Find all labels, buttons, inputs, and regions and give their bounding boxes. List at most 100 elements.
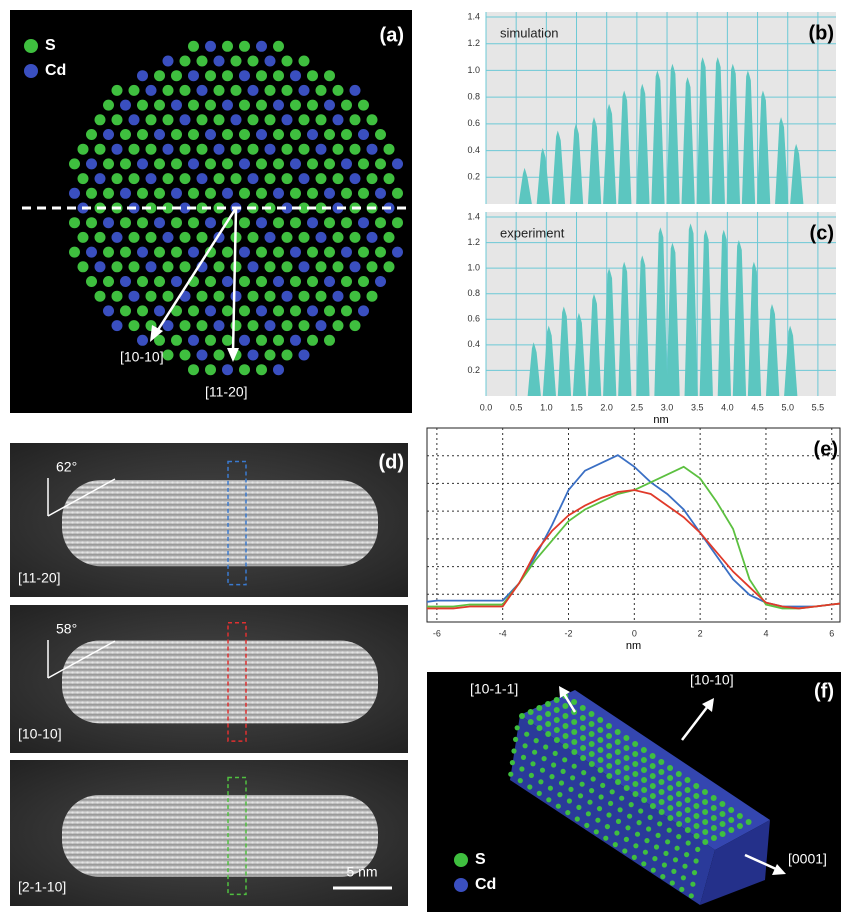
atom [632,855,637,860]
atom [392,188,403,199]
atom [248,85,259,96]
atom [367,114,378,125]
atom [95,144,106,155]
atom [103,217,114,228]
atom [86,247,97,258]
atom [112,291,123,302]
atom [171,100,182,111]
atom [239,247,250,258]
atom [667,785,673,791]
atom [197,114,208,125]
atom [580,782,585,787]
atom [606,773,612,779]
atom [146,291,157,302]
y-tick-label: 0.8 [467,92,480,102]
annotation: experiment [500,225,565,240]
atom [163,350,174,361]
atom [571,719,577,725]
atom [667,828,672,833]
atom [299,261,310,272]
atom [597,757,603,763]
legend-marker [24,64,38,78]
atom [375,129,386,140]
atom [78,173,89,184]
atom [222,335,233,346]
atom [384,173,395,184]
atom [615,729,621,735]
atom [282,85,293,96]
atom [324,305,335,316]
atom [711,825,717,831]
x-tick-label: 1.0 [540,402,553,412]
atom [637,820,642,825]
atom [528,719,534,725]
atom [307,70,318,81]
atom [256,364,267,375]
atom [538,779,543,784]
angle-label: 62° [56,459,77,475]
atom [137,335,148,346]
atom [690,882,695,887]
atom [163,232,174,243]
atom [568,787,573,792]
atom [676,821,682,827]
direction-label: [10-10] [690,672,734,688]
atom [615,749,621,755]
y-tick-label: 0.4 [467,145,480,155]
atom [693,803,699,809]
atom [545,711,551,717]
atom [290,70,301,81]
atom [146,261,157,272]
atom [581,770,586,775]
atom [675,846,680,851]
y-tick-label: 1.2 [467,237,480,247]
atom [375,158,386,169]
atom [597,737,603,743]
atom [231,85,242,96]
atom [367,144,378,155]
atom [129,261,140,272]
atom [273,217,284,228]
atom [587,800,592,805]
atom [78,232,89,243]
atom [282,320,293,331]
atom [375,276,386,287]
atom [273,188,284,199]
atom [316,114,327,125]
atom [129,85,140,96]
atom [273,100,284,111]
atom [624,785,630,791]
atom [299,350,310,361]
x-tick-label: -4 [499,628,507,638]
atom [589,751,595,757]
atom [530,761,535,766]
atom [180,144,191,155]
atom [589,761,595,767]
atom [95,291,106,302]
atom [623,735,629,741]
atom [633,843,638,848]
atom [597,806,602,811]
atom [222,41,233,52]
atom [591,776,596,781]
atom [171,276,182,287]
x-tick-label: 2.5 [631,402,644,412]
atom [524,732,529,737]
atom [248,291,259,302]
atom [341,217,352,228]
atom [679,887,684,892]
atom [676,811,682,817]
atom [324,188,335,199]
atom [367,232,378,243]
atom [624,837,629,842]
atom [551,762,556,767]
atom [290,158,301,169]
atom [180,56,191,67]
atom [95,114,106,125]
atom [624,775,630,781]
atom [623,745,629,751]
atom [214,261,225,272]
atom [693,783,699,789]
atom [103,276,114,287]
